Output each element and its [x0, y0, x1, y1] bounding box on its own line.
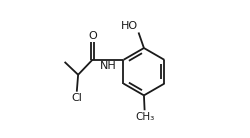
- Text: O: O: [88, 30, 97, 41]
- Text: Cl: Cl: [71, 93, 82, 103]
- Text: CH₃: CH₃: [136, 112, 155, 122]
- Text: NH: NH: [100, 61, 117, 71]
- Text: HO: HO: [121, 21, 138, 31]
